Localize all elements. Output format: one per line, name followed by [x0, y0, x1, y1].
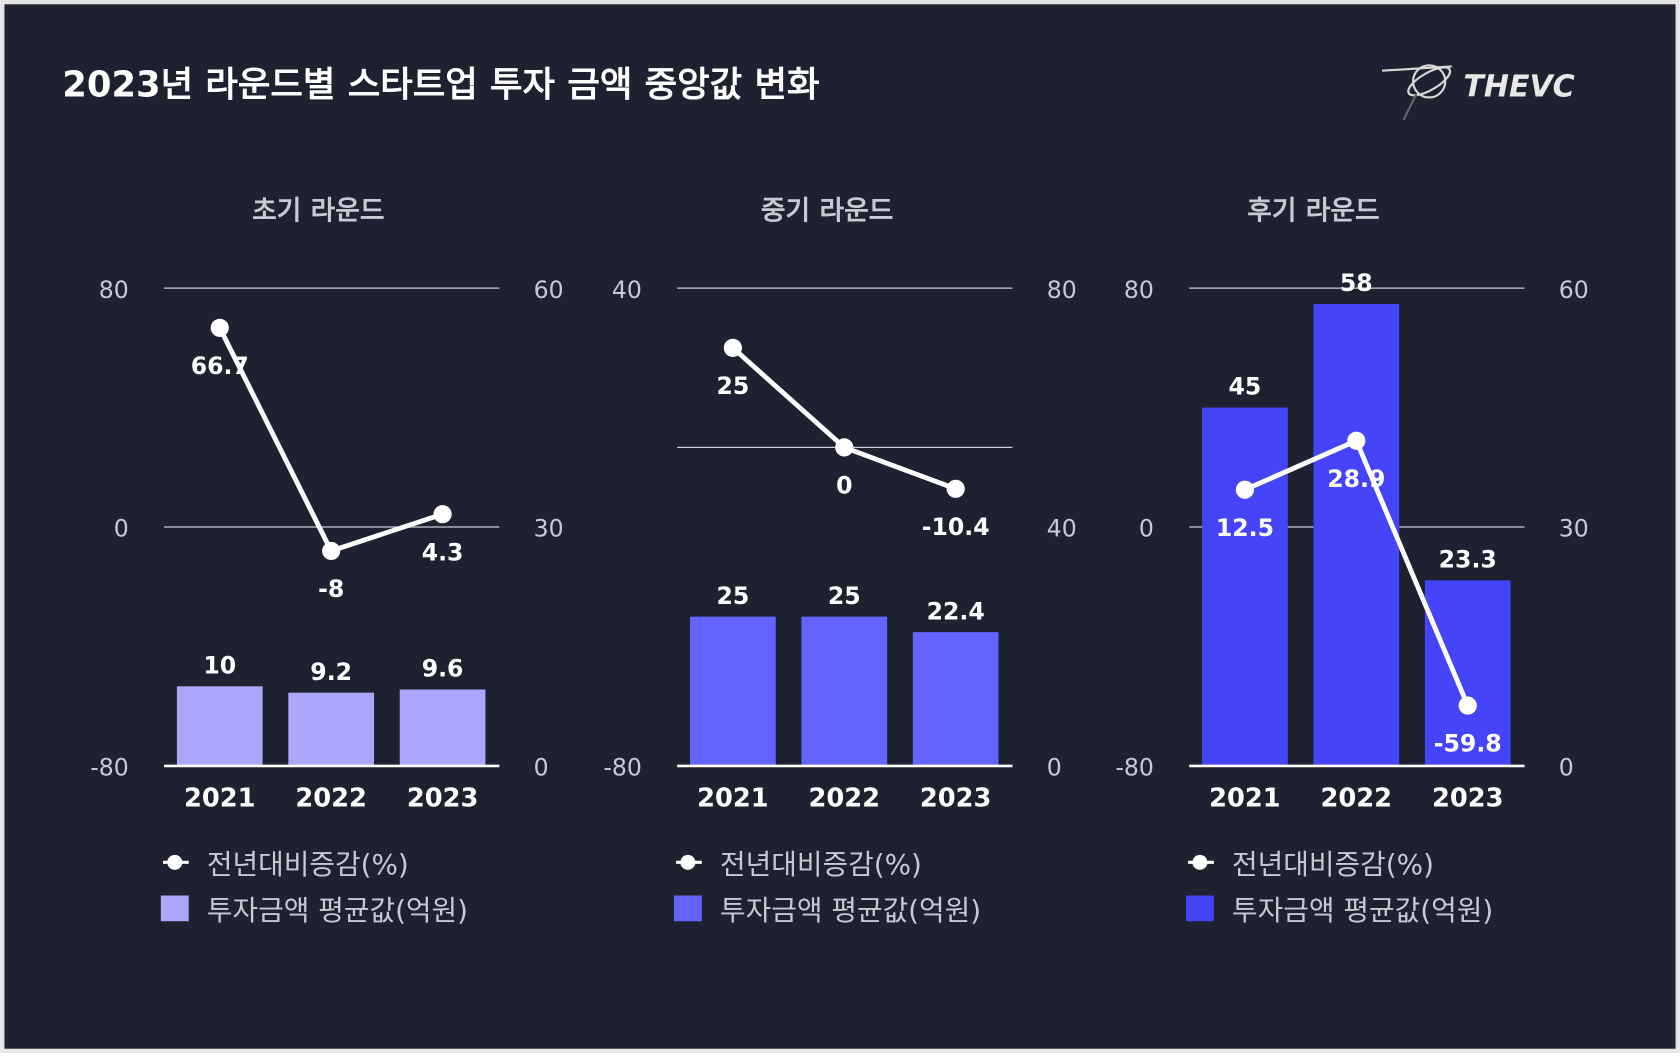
- right-axis-tick: 60: [1559, 276, 1589, 304]
- bar-2022: [288, 692, 375, 766]
- chart-panel-1: 초기 라운드 80 0 -80 60 30 0 10 9.2 9.6 2021 2022 2023 66.…: [90, 196, 563, 928]
- x-axis-tick: 2023: [407, 784, 479, 814]
- chart-main-title: 2023년 라운드별 스타트업 투자 금액 중앙값 변화: [62, 64, 819, 105]
- legend-bar-swatch-icon: [160, 895, 189, 922]
- x-axis-tick: 2022: [1321, 784, 1393, 814]
- bar-value-label: 9.6: [422, 655, 464, 683]
- bar-value-label: 58: [1340, 269, 1373, 297]
- right-axis-tick: 0: [1559, 754, 1574, 782]
- legend-bar-swatch-icon: [1186, 895, 1214, 922]
- left-axis-tick: -80: [1115, 754, 1153, 782]
- logo-orbit-icon: [1381, 64, 1452, 121]
- right-axis-tick: 40: [1047, 515, 1077, 543]
- right-axis-tick: 0: [1047, 754, 1062, 782]
- x-axis-tick: 2022: [809, 784, 880, 814]
- legend-line-label: 전년대비증감(%): [720, 848, 922, 881]
- left-axis-tick: 80: [1124, 276, 1154, 304]
- thevc-logo: THEVC: [1381, 64, 1575, 121]
- logo-text: THEVC: [1463, 69, 1574, 104]
- legend-bar-label: 투자금액 평균값(억원): [720, 894, 981, 927]
- left-axis-tick: -80: [90, 754, 128, 782]
- right-axis-tick: 30: [534, 515, 564, 543]
- line-value-label: 28.9: [1327, 465, 1385, 493]
- legend-dot-icon: [1192, 854, 1208, 870]
- bar-value-label: 9.2: [310, 658, 352, 686]
- line-point-2023: [433, 505, 452, 524]
- bar-2021: [690, 616, 776, 766]
- legend: 전년대비증감(%) 투자금액 평균값(억원): [160, 848, 468, 927]
- line-value-label: -8: [318, 575, 344, 603]
- left-axis-tick: -80: [603, 754, 641, 782]
- bar-2022: [801, 616, 888, 766]
- bar-2023: [1424, 580, 1511, 766]
- line-point-2023: [1458, 696, 1477, 715]
- left-axis-tick: 0: [114, 515, 129, 543]
- bar-value-label: 10: [203, 651, 236, 679]
- line-point-2021: [210, 318, 229, 337]
- panel-title: 후기 라운드: [1247, 196, 1379, 227]
- panel-title: 중기 라운드: [761, 196, 893, 227]
- line-point-2021: [1235, 480, 1255, 499]
- line-value-label: 25: [716, 372, 749, 400]
- left-axis-tick: 40: [612, 276, 642, 304]
- x-axis-tick: 2021: [697, 784, 769, 814]
- legend-bar-label: 투자금액 평균값(억원): [207, 894, 468, 927]
- bar-2021: [1202, 407, 1288, 766]
- bar-2023: [399, 689, 486, 766]
- bar-value-label: 25: [828, 582, 861, 610]
- line-value-label: 66.7: [191, 352, 249, 380]
- line-point-2022: [1347, 431, 1366, 450]
- bar-2023: [912, 632, 999, 766]
- bar-value-label: 22.4: [927, 597, 985, 625]
- x-axis-tick: 2023: [1432, 784, 1504, 814]
- legend-dot-icon: [167, 854, 183, 870]
- legend-bar-label: 투자금액 평균값(억원): [1232, 894, 1493, 927]
- panel-title: 초기 라운드: [252, 196, 384, 227]
- line-value-label: 4.3: [422, 538, 464, 566]
- legend-bar-swatch-icon: [673, 895, 702, 922]
- right-axis-tick: 0: [534, 754, 549, 782]
- left-axis-tick: 80: [99, 276, 129, 304]
- left-axis-tick: 0: [1139, 515, 1154, 543]
- line-point-2022: [835, 438, 854, 457]
- line-value-label: -10.4: [922, 513, 990, 541]
- x-axis-tick: 2021: [184, 784, 255, 814]
- line-point-2022: [322, 541, 341, 561]
- bar-value-label: 45: [1229, 373, 1262, 401]
- legend: 전년대비증감(%) 투자금액 평균값(억원): [1186, 848, 1493, 927]
- line-point-2023: [946, 479, 965, 498]
- right-axis-tick: 80: [1047, 276, 1077, 304]
- x-axis-tick: 2023: [920, 784, 991, 814]
- bar-value-label: 23.3: [1439, 546, 1497, 574]
- legend: 전년대비증감(%) 투자금액 평균값(억원): [673, 848, 981, 927]
- bar-2022: [1313, 304, 1400, 766]
- chart-panel-3: 후기 라운드 80 0 -80 60 30 0 45 58 23.3 2021 2022 2023 12.…: [1115, 196, 1588, 928]
- bar-2021: [176, 686, 263, 766]
- line-value-label: 0: [836, 471, 852, 499]
- legend-dot-icon: [680, 854, 696, 870]
- chart-panel-2: 중기 라운드 40 -80 80 40 0 25 25 22.4 2021 2022 2023 25 0 -…: [603, 196, 1076, 928]
- legend-line-label: 전년대비증감(%): [207, 848, 409, 881]
- right-axis-tick: 30: [1559, 515, 1589, 543]
- line-value-label: -59.8: [1434, 730, 1502, 758]
- x-axis-tick: 2021: [1209, 784, 1281, 814]
- x-axis-tick: 2022: [295, 784, 367, 814]
- bar-value-label: 25: [716, 582, 749, 610]
- line-value-label: 12.5: [1216, 514, 1274, 542]
- right-axis-tick: 60: [534, 276, 564, 304]
- line-point-2021: [723, 338, 742, 357]
- legend-line-label: 전년대비증감(%): [1232, 848, 1434, 881]
